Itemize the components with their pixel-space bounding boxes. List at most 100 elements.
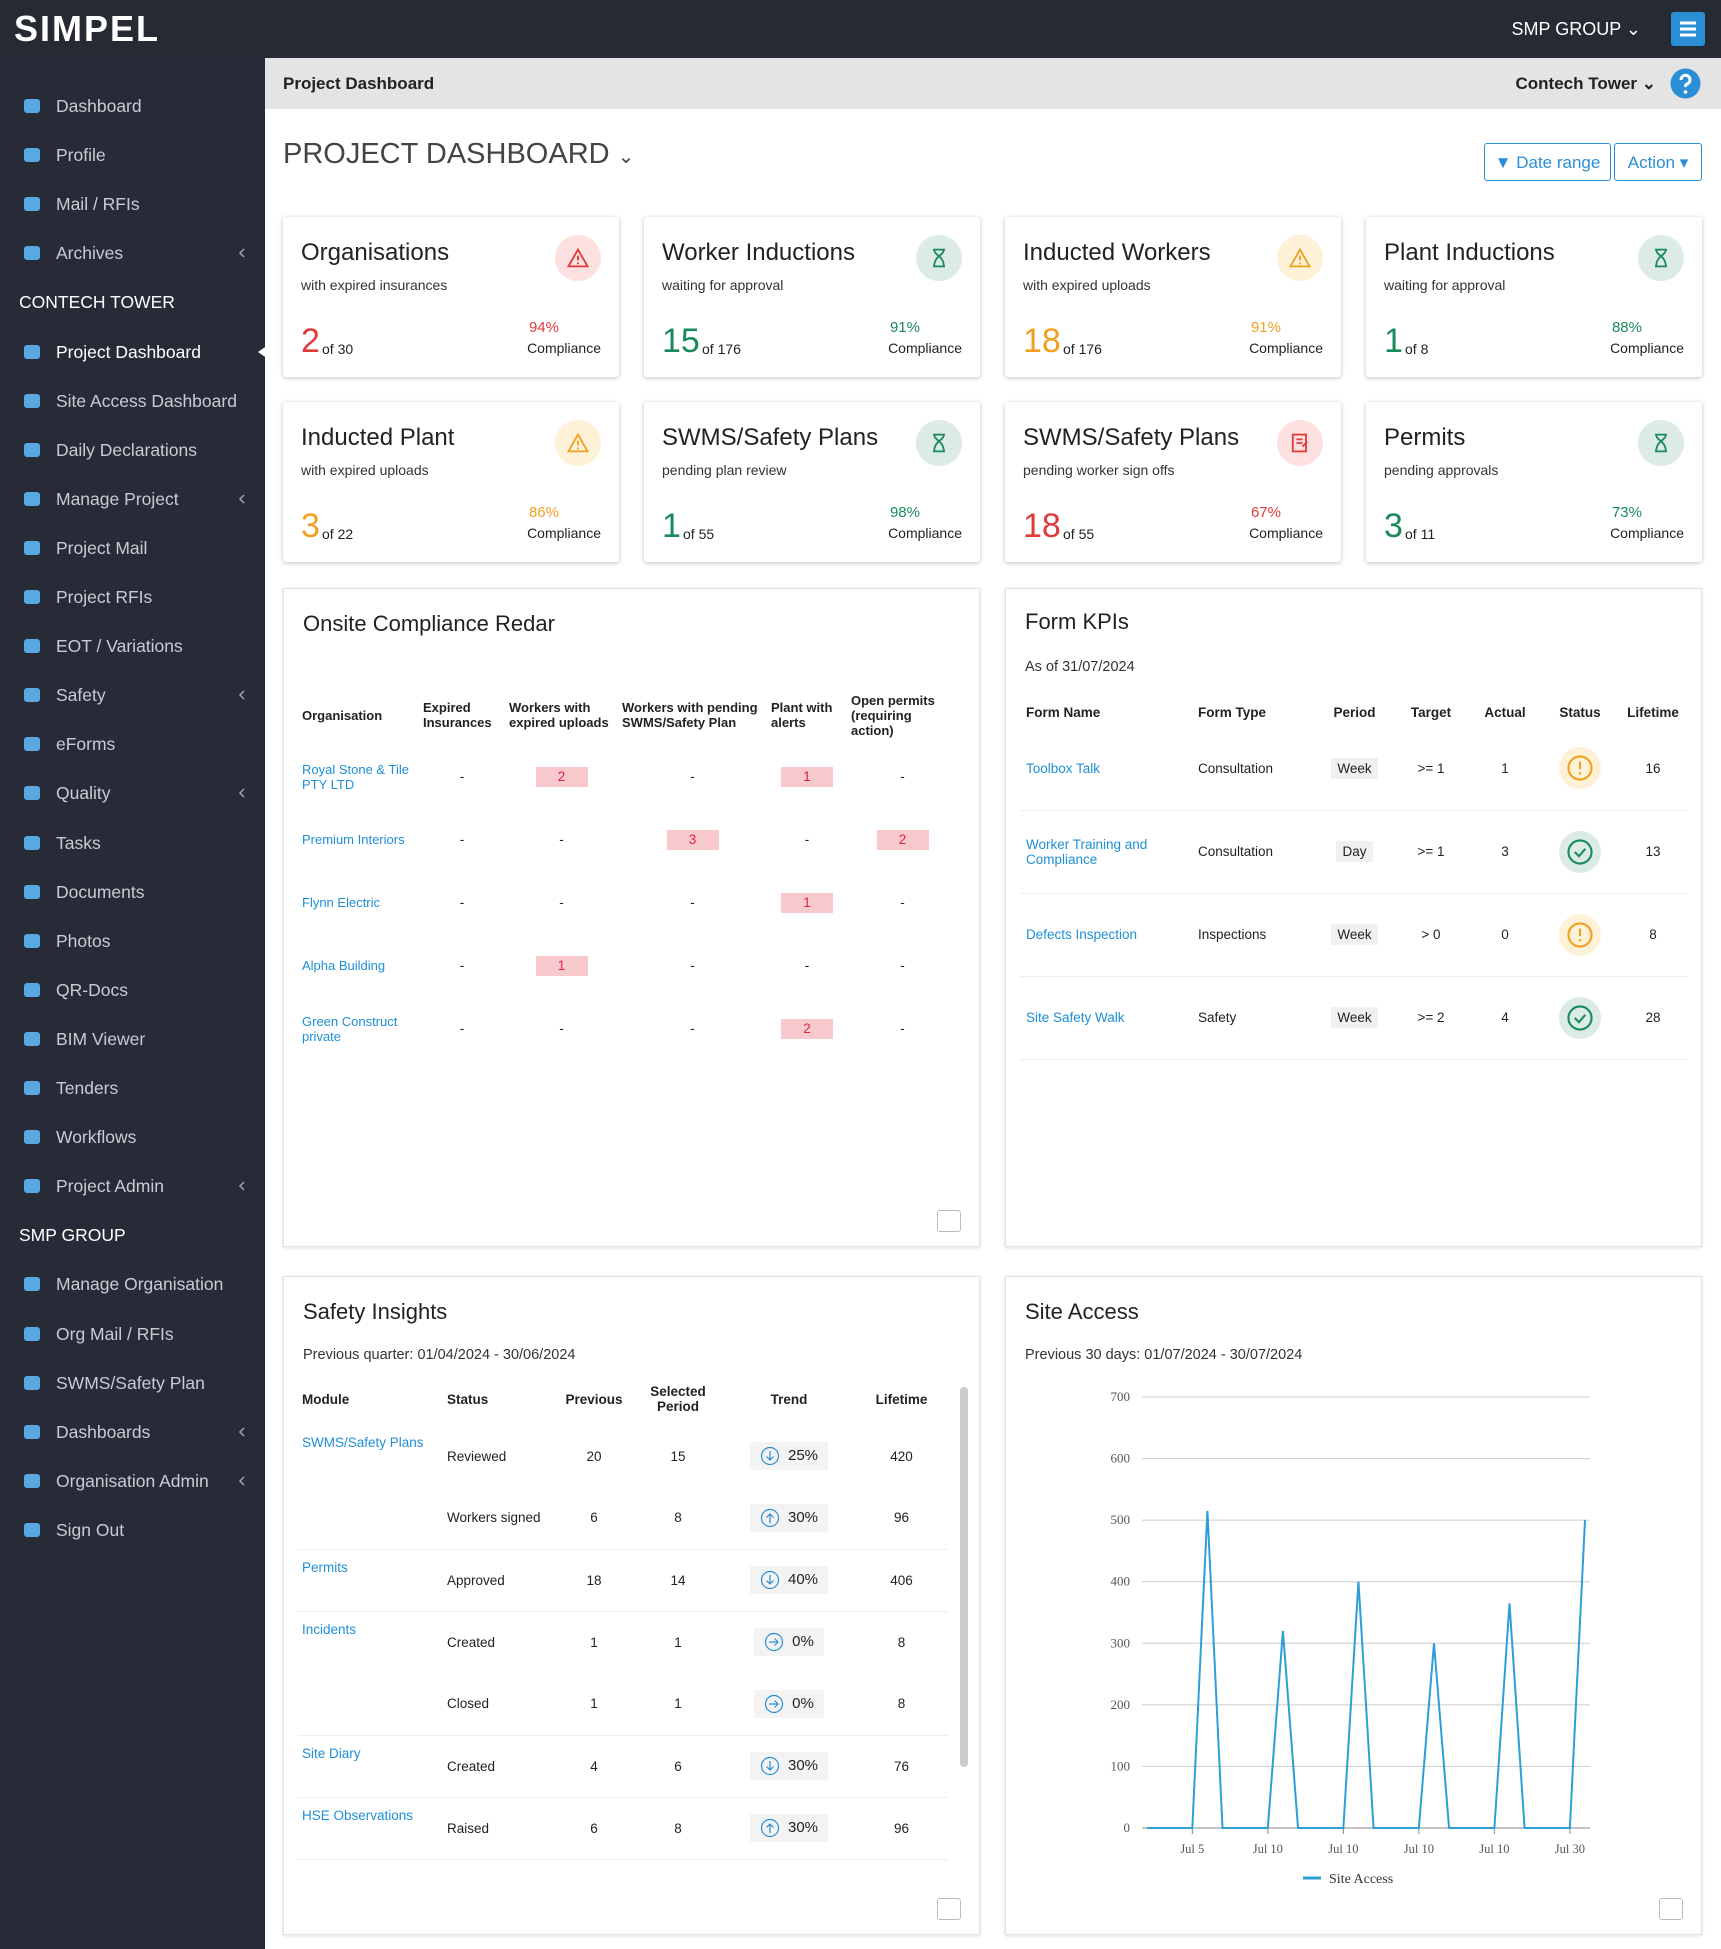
sidebar: Dashboard Profile Mail / RFIs Archives CONTE…	[0, 58, 265, 1949]
project-switcher[interactable]: Contech Tower ⌄	[1515, 74, 1657, 93]
trend-icon	[765, 1633, 784, 1652]
organisation-text[interactable]: Royal Stone & Tile PTY LTD	[302, 761, 409, 792]
module-text[interactable]: Permits	[302, 1559, 348, 1575]
period: Week	[1315, 976, 1394, 1059]
organisation-text[interactable]: Premium Interiors	[302, 832, 405, 847]
column-header: Status	[1542, 697, 1618, 727]
sidebar-item[interactable]: Safety	[0, 675, 265, 715]
sidebar-item[interactable]: Sign Out	[0, 1510, 265, 1550]
sidebar-item[interactable]: Mail / RFIs	[0, 184, 265, 224]
sidebar-item[interactable]: Profile	[0, 135, 265, 175]
page-title[interactable]: PROJECT DASHBOARD ⌄	[283, 138, 635, 170]
module-text[interactable]: Incidents	[302, 1621, 357, 1637]
line-chart: 0 100 200 300 400 500 600 700 Jul 5 Jul 10 Jul 10 J…	[1111, 1389, 1590, 1887]
radar-cell: 2	[505, 745, 618, 808]
status	[1542, 893, 1618, 976]
organisation: Green Construct private	[298, 997, 419, 1060]
item-icon	[24, 1031, 40, 1046]
card-icon	[916, 235, 962, 281]
trend-change: 0%	[792, 1633, 814, 1651]
kpi-card[interactable]: SWMS/Safety Plans pending worker sign off…	[1005, 402, 1341, 562]
copy-button[interactable]	[937, 1210, 961, 1232]
sidebar-item[interactable]: Daily Declarations	[0, 430, 265, 470]
radar-cell: -	[618, 871, 767, 934]
module-text[interactable]: Site Diary	[302, 1745, 361, 1761]
organisation-text[interactable]: Flynn Electric	[302, 895, 381, 910]
org-switcher[interactable]: SMP GROUP ⌄	[1511, 19, 1641, 39]
trend-icon	[760, 1756, 780, 1776]
sidebar-item[interactable]: Manage Organisation	[0, 1264, 265, 1304]
kpi-card[interactable]: Plant Inductions waiting for approval 1 of …	[1366, 217, 1702, 377]
radar-cell-text: 1	[781, 766, 833, 787]
form-name-text[interactable]: Defects Inspection	[1026, 927, 1138, 942]
sidebar-item[interactable]: Archives	[0, 233, 265, 273]
sidebar-item[interactable]: Project Admin	[0, 1166, 265, 1206]
sidebar-item[interactable]: Org Mail / RFIs	[0, 1314, 265, 1354]
item-label: Workflows	[56, 1127, 137, 1148]
sidebar-item[interactable]: Quality	[0, 773, 265, 813]
radar-cell: -	[847, 871, 958, 934]
sidebar-item[interactable]: Dashboards	[0, 1412, 265, 1452]
sidebar-item[interactable]: EOT / Variations	[0, 626, 265, 666]
copy-button[interactable]	[937, 1898, 961, 1920]
topbar: SIMPEL SMP GROUP ⌄	[0, 0, 1721, 58]
panel-subtitle: Previous 30 days: 01/07/2024 - 30/07/202…	[1025, 1347, 1303, 1363]
sidebar-item[interactable]: Tenders	[0, 1068, 265, 1108]
selected: 15	[633, 1425, 723, 1487]
radar-cell: 1	[767, 745, 847, 808]
sidebar-item[interactable]: Site Access Dashboard	[0, 381, 265, 421]
radar-cell: 2	[767, 997, 847, 1060]
status-icon	[566, 247, 590, 268]
help-icon[interactable]	[1670, 68, 1701, 99]
sidebar-item[interactable]: SWMS/Safety Plan	[0, 1363, 265, 1403]
sidebar-item[interactable]: QR-Docs	[0, 970, 265, 1010]
radar-cell-text: -	[459, 895, 465, 910]
card-icon	[555, 420, 601, 466]
sidebar-item[interactable]: Photos	[0, 921, 265, 961]
form-name-text[interactable]: Worker Training and Compliance	[1026, 836, 1148, 867]
actual: 0	[1468, 893, 1542, 976]
form-name-text[interactable]: Toolbox Talk	[1026, 760, 1101, 776]
kpi-card[interactable]: Worker Inductions waiting for approval 15 o…	[644, 217, 980, 377]
trend-badge: 30%	[749, 1503, 829, 1532]
module-text[interactable]: HSE Observations	[302, 1807, 414, 1823]
scrollbar[interactable]	[960, 1387, 968, 1767]
sidebar-item[interactable]: Tasks	[0, 823, 265, 863]
kpi-card[interactable]: Inducted Workers with expired uploads 18 of…	[1005, 217, 1341, 377]
kpi-card[interactable]: Organisations with expired insurances 2 of …	[283, 217, 619, 377]
radar-cell-text: 1	[535, 955, 588, 976]
sidebar-item[interactable]: Organisation Admin	[0, 1461, 265, 1501]
sidebar-item[interactable]: Project Dashboard	[0, 332, 265, 372]
action-button[interactable]: Action ▾	[1614, 143, 1702, 181]
sidebar-item[interactable]: Documents	[0, 872, 265, 912]
brand-logo[interactable]: SIMPEL	[14, 8, 161, 49]
kpi-table: Form Name Form Type Period Target Actual Stat…	[1020, 697, 1688, 1060]
card-compliance-label: Compliance	[1610, 340, 1684, 356]
sidebar-item[interactable]: BIM Viewer	[0, 1019, 265, 1059]
kpi-card[interactable]: Permits pending approvals 3 of 11 73% Complia…	[1366, 402, 1702, 562]
organisation-text[interactable]: Green Construct private	[302, 1013, 398, 1044]
sidebar-item[interactable]: Manage Project	[0, 479, 265, 519]
sidebar-item[interactable]: Project Mail	[0, 528, 265, 568]
organisation-text[interactable]: Alpha Building	[302, 958, 386, 973]
sidebar-item[interactable]: Dashboard	[0, 86, 265, 126]
date-range-button[interactable]: ▼ Date range	[1484, 143, 1611, 181]
kpi-panel: Form KPIs As of 31/07/2024 Form Name Form T…	[1005, 588, 1702, 1247]
radar-cell-text: -	[559, 832, 564, 847]
module-text[interactable]: SWMS/Safety Plans	[302, 1435, 424, 1450]
sidebar-item[interactable]: Workflows	[0, 1117, 265, 1157]
menu-button[interactable]	[1671, 12, 1705, 46]
sidebar-item[interactable]: eForms	[0, 724, 265, 764]
sidebar-item[interactable]: Project RFIs	[0, 577, 265, 617]
card-subtitle: pending worker sign offs	[1023, 462, 1175, 478]
status-icon	[566, 432, 590, 453]
lifetime-text: 406	[890, 1572, 913, 1588]
item-icon	[24, 1473, 40, 1488]
form-type: Consultation	[1192, 727, 1315, 810]
lifetime-text: 96	[893, 1510, 910, 1526]
kpi-card[interactable]: SWMS/Safety Plans pending plan review 1 of …	[644, 402, 980, 562]
insight-row: Closed 1 1 0% 8	[298, 1673, 948, 1735]
form-name-text[interactable]: Site Safety Walk	[1026, 1010, 1125, 1025]
copy-button[interactable]	[1659, 1898, 1683, 1920]
kpi-card[interactable]: Inducted Plant with expired uploads 3 of 22…	[283, 402, 619, 562]
